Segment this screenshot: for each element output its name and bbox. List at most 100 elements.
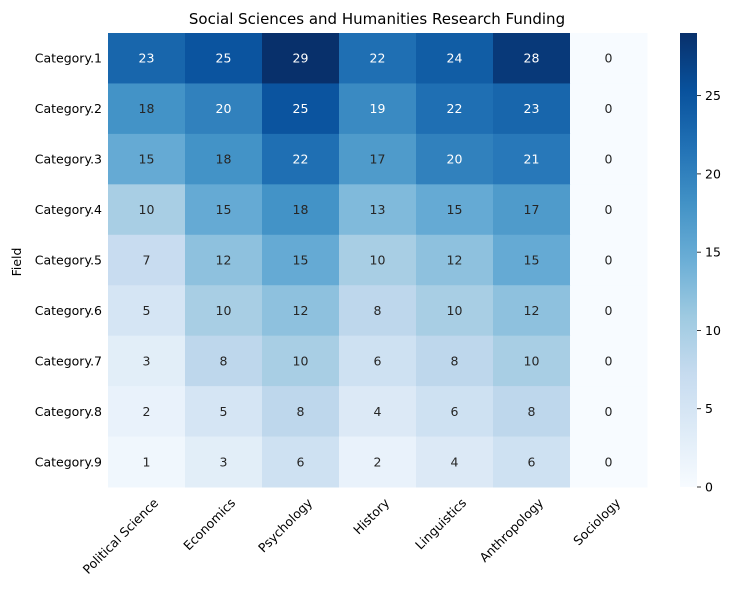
heatmap-cell <box>570 234 648 286</box>
x-tick-label: Political Science <box>80 495 162 577</box>
heatmap-cell <box>570 285 648 337</box>
y-tick-label: Category.3 <box>35 152 102 167</box>
y-tick-label: Category.4 <box>35 202 102 217</box>
heatmap-cell <box>262 133 340 185</box>
x-tick-label: Anthropology <box>476 495 546 565</box>
y-tick-labels: Category.1 Category.2 Category.3 Category.4… <box>35 51 102 470</box>
cell-value-label: 10 <box>370 253 386 268</box>
cell-value-label: 2 <box>374 454 382 469</box>
heatmap-cell <box>493 386 571 438</box>
x-tick-label: Economics <box>180 495 238 553</box>
cell-value-label: 0 <box>605 454 613 469</box>
heatmap-cell <box>570 335 648 387</box>
cell-value-label: 22 <box>447 101 463 116</box>
heatmap-cell <box>108 83 186 135</box>
x-tick-labels: Political Science Economics Psychology Hist… <box>80 495 624 577</box>
heatmap-cell <box>108 33 186 84</box>
heatmap-cells <box>108 33 648 488</box>
cell-value-label: 15 <box>447 202 463 217</box>
cell-value-label: 8 <box>374 303 382 318</box>
heatmap-cell <box>570 184 648 236</box>
cell-value-label: 10 <box>139 202 155 217</box>
heatmap-cell <box>416 335 494 387</box>
cell-value-label: 12 <box>524 303 540 318</box>
cell-value-label: 20 <box>216 101 232 116</box>
cell-value-label: 8 <box>220 353 228 368</box>
heatmap-cell <box>185 285 263 337</box>
cell-value-label: 6 <box>297 454 305 469</box>
x-tick-label: Psychology <box>255 495 316 556</box>
x-tick-label: History <box>350 495 392 537</box>
heatmap-cell <box>493 285 571 337</box>
cell-value-label: 21 <box>524 152 540 167</box>
cell-value-label: 18 <box>139 101 155 116</box>
cell-value-label: 13 <box>370 202 386 217</box>
cell-value-label: 19 <box>370 101 386 116</box>
colorbar-tick-label: 15 <box>705 245 721 260</box>
cell-value-label: 8 <box>451 353 459 368</box>
cell-value-label: 6 <box>528 454 536 469</box>
heatmap-cell <box>262 33 340 84</box>
cell-value-label: 4 <box>374 404 382 419</box>
heatmap-cell <box>416 83 494 135</box>
colorbar-tick-label: 5 <box>705 401 713 416</box>
heatmap-cell <box>185 335 263 387</box>
heatmap-cell <box>339 33 417 84</box>
y-tick-label: Category.2 <box>35 101 102 116</box>
heatmap-cell <box>108 335 186 387</box>
heatmap-cell <box>493 33 571 84</box>
heatmap-cell <box>262 335 340 387</box>
cell-value-label: 5 <box>143 303 151 318</box>
cell-value-label: 12 <box>293 303 309 318</box>
cell-value-label: 10 <box>447 303 463 318</box>
heatmap-cell <box>416 285 494 337</box>
heatmap-cell <box>493 184 571 236</box>
heatmap-cell <box>570 386 648 438</box>
heatmap-cell <box>570 83 648 135</box>
heatmap-cell <box>262 83 340 135</box>
heatmap-cell <box>108 184 186 236</box>
x-tick-label: Linguistics <box>412 495 469 552</box>
cell-value-label: 17 <box>524 202 540 217</box>
cell-value-label: 0 <box>605 353 613 368</box>
cell-value-label: 8 <box>528 404 536 419</box>
colorbar-tick-label: 0 <box>705 480 713 495</box>
cell-value-label: 6 <box>374 353 382 368</box>
cell-value-label: 28 <box>524 51 540 66</box>
cell-value-label: 25 <box>216 51 232 66</box>
cell-value-label: 17 <box>370 152 386 167</box>
heatmap-cell <box>108 436 186 488</box>
heatmap-cell <box>262 184 340 236</box>
cell-value-label: 22 <box>293 152 309 167</box>
heatmap-cell <box>185 133 263 185</box>
cell-value-label: 20 <box>447 152 463 167</box>
heatmap-cell <box>108 133 186 185</box>
cell-value-label: 5 <box>220 404 228 419</box>
cell-value-label: 0 <box>605 404 613 419</box>
heatmap-cell <box>185 436 263 488</box>
heatmap-cell <box>570 33 648 84</box>
y-axis-label: Field <box>9 248 24 277</box>
cell-value-label: 0 <box>605 101 613 116</box>
cell-value-label: 4 <box>451 454 459 469</box>
heatmap-cell <box>262 234 340 286</box>
cell-value-label: 0 <box>605 51 613 66</box>
chart-title: Social Sciences and Humanities Research … <box>189 10 565 28</box>
cell-value-label: 22 <box>370 51 386 66</box>
heatmap-cell <box>339 335 417 387</box>
cell-value-label: 23 <box>524 101 540 116</box>
cell-value-label: 12 <box>447 253 463 268</box>
colorbar-ticks: 0 5 10 15 20 25 <box>697 88 721 495</box>
cell-value-label: 18 <box>216 152 232 167</box>
cell-value-label: 15 <box>293 253 309 268</box>
cell-value-label: 0 <box>605 152 613 167</box>
cell-value-label: 0 <box>605 202 613 217</box>
heatmap-cell <box>262 436 340 488</box>
heatmap-cell <box>416 234 494 286</box>
heatmap-cell <box>185 184 263 236</box>
y-tick-label: Category.9 <box>35 454 102 469</box>
y-tick-label: Category.5 <box>35 253 102 268</box>
heatmap-cell <box>416 386 494 438</box>
heatmap-cell <box>108 285 186 337</box>
